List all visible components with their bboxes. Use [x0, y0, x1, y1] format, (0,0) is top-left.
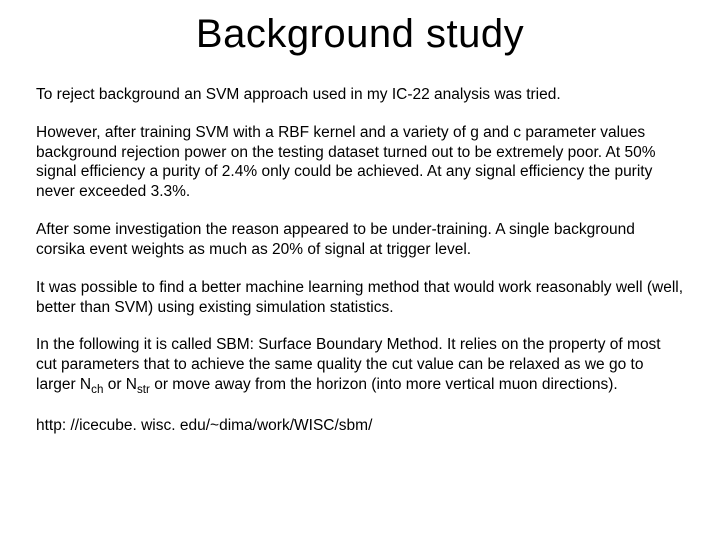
paragraph-1: To reject background an SVM approach use… — [36, 85, 684, 105]
paragraph-6-url: http: //icecube. wisc. edu/~dima/work/WI… — [36, 416, 684, 436]
p5-part-b: or N — [103, 376, 137, 393]
p5-sub-str: str — [137, 383, 150, 396]
p5-sub-ch: ch — [91, 383, 103, 396]
slide-container: Background study To reject background an… — [0, 0, 720, 540]
paragraph-2: However, after training SVM with a RBF k… — [36, 123, 684, 202]
paragraph-3: After some investigation the reason appe… — [36, 220, 684, 260]
paragraph-5: In the following it is called SBM: Surfa… — [36, 335, 684, 398]
slide-body: To reject background an SVM approach use… — [36, 85, 684, 436]
paragraph-4: It was possible to find a better machine… — [36, 278, 684, 318]
p5-part-c: or move away from the horizon (into more… — [150, 376, 618, 393]
slide-title: Background study — [36, 12, 684, 57]
